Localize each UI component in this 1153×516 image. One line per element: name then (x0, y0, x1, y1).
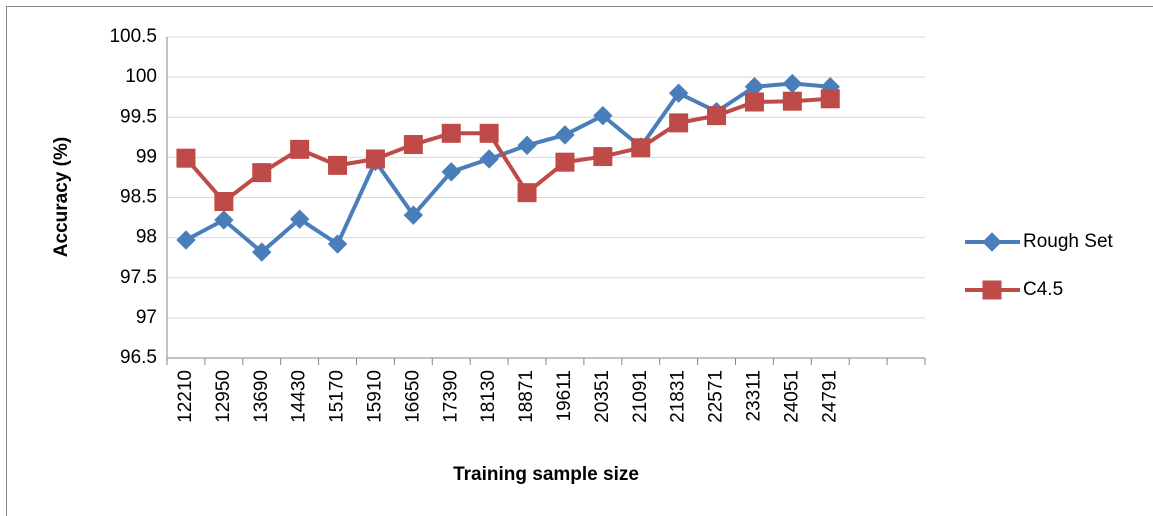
legend-label: Rough Set (1023, 231, 1114, 252)
x-tick-label: 13690 (251, 370, 272, 423)
x-tick-label: 15170 (327, 370, 348, 423)
x-tick-label: 21091 (630, 370, 651, 423)
marker (252, 242, 272, 262)
x-tick-label: 17390 (440, 370, 461, 423)
x-tick-label: 12950 (213, 370, 234, 423)
x-tick-label: 18871 (516, 370, 537, 423)
marker (214, 210, 234, 230)
y-tick-label: 100 (125, 66, 157, 87)
x-tick-label: 24791 (819, 370, 840, 423)
x-tick-label: 24051 (781, 370, 802, 423)
x-tick-label: 19611 (554, 370, 575, 421)
y-tick-label: 98 (136, 227, 157, 248)
marker (479, 149, 499, 169)
marker (782, 91, 802, 111)
y-tick-label: 99.5 (120, 106, 157, 127)
marker (479, 123, 499, 143)
marker (555, 125, 575, 145)
y-tick-label: 96.5 (120, 347, 157, 368)
x-tick-label: 14430 (289, 370, 310, 423)
marker (982, 280, 1002, 300)
x-tick-label: 16650 (402, 370, 423, 423)
marker (517, 183, 537, 203)
x-tick-label: 15910 (364, 370, 385, 423)
marker (668, 83, 689, 103)
y-axis-label: Accuracy (%) (51, 137, 72, 257)
marker (328, 155, 348, 175)
legend-label: C4.5 (1023, 279, 1063, 300)
chart-border (6, 6, 1153, 516)
marker (176, 230, 196, 250)
marker (327, 234, 348, 254)
x-tick-label: 18130 (478, 370, 499, 423)
marker (290, 139, 310, 159)
y-tick-label: 100.5 (109, 26, 157, 47)
marker (707, 106, 727, 126)
marker (403, 205, 424, 225)
marker (365, 149, 385, 169)
x-tick-label: 23311 (743, 370, 764, 421)
marker (669, 113, 689, 133)
marker (403, 135, 423, 155)
marker (744, 92, 764, 112)
y-tick-label: 97 (136, 307, 157, 328)
marker (289, 209, 310, 229)
x-axis-label: Training sample size (453, 464, 639, 485)
marker (252, 163, 272, 183)
marker (176, 148, 196, 168)
x-tick-label: 20351 (592, 370, 613, 423)
marker (441, 162, 461, 182)
y-tick-label: 99 (136, 146, 157, 167)
marker (517, 135, 537, 156)
y-tick-label: 97.5 (120, 267, 157, 288)
x-tick-label: 12210 (175, 370, 196, 423)
marker (982, 232, 1002, 252)
marker (593, 105, 613, 126)
marker (820, 89, 840, 109)
x-tick-label: 21831 (668, 370, 689, 423)
marker (555, 152, 575, 172)
marker (214, 192, 234, 212)
marker (631, 138, 651, 158)
marker (441, 123, 461, 143)
marker (593, 147, 613, 167)
y-tick-label: 98.5 (120, 187, 157, 208)
x-tick-label: 22571 (706, 370, 727, 423)
